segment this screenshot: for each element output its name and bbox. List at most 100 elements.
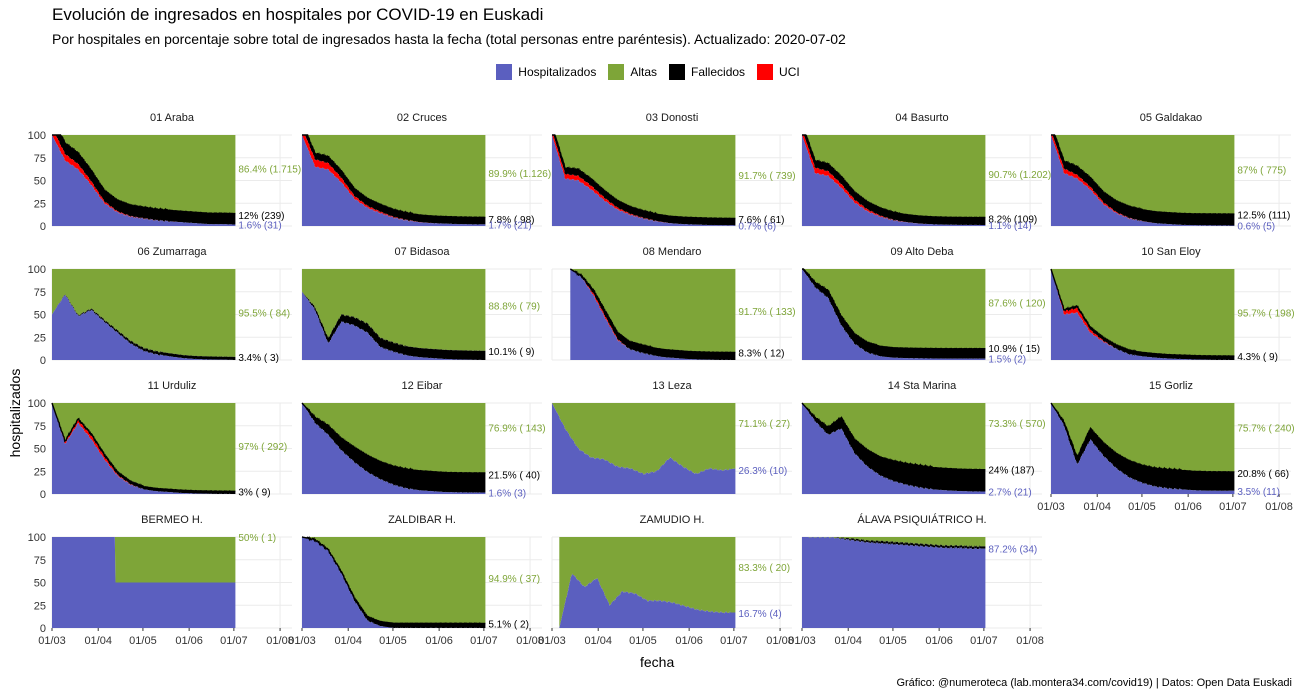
data-label-altas: 95.7% ( 198) (1237, 309, 1294, 320)
data-label-fallecidos: 5.1% ( 2) (488, 619, 529, 630)
area-hospitalizados (552, 403, 736, 494)
area-fallecidos (302, 403, 486, 493)
data-label-altas: 73.3% ( 570) (988, 419, 1045, 430)
y-tick-label: 75 (34, 555, 46, 567)
data-label-fallecidos: 12% (239) (238, 211, 284, 222)
data-label-fallecidos: 10.1% ( 9) (488, 347, 534, 358)
y-tick-label: 50 (34, 444, 46, 456)
area-altas (302, 269, 486, 351)
x-tick-label: 01/06 (175, 635, 203, 647)
panel-title: 03 Donosti (646, 112, 699, 124)
area-hospitalizados (52, 135, 236, 226)
panel-5: 06 Zumarraga 0 25 50 75 100 95.5% ( 84) 3.4% ( … (28, 246, 292, 367)
legend-label-hospitalizados: Hospitalizados (518, 65, 597, 79)
data-label-altas: 89.9% (1.126) (488, 169, 551, 180)
area-altas (570, 269, 736, 353)
area-hospitalizados (52, 294, 236, 360)
area-hospitalizados (802, 269, 986, 360)
area-altas (802, 537, 986, 548)
x-tick-label: 01/04 (84, 635, 112, 647)
y-tick-label: 100 (28, 398, 46, 410)
data-label-hospitalizados: 26.3% (10) (738, 466, 787, 477)
area-hospitalizados (302, 537, 486, 628)
legend-swatch-altas (608, 64, 625, 80)
panel-title: 01 Araba (150, 112, 195, 124)
data-label-altas: 71.1% ( 27) (738, 419, 790, 430)
panel-title: 14 Sta Marina (888, 380, 957, 392)
y-tick-label: 0 (40, 489, 46, 501)
data-label-hospitalizados: 16.7% (4) (738, 609, 781, 620)
area-fallecidos (802, 537, 986, 550)
data-label-altas: 87.6% ( 120) (988, 299, 1045, 310)
y-tick-label: 100 (28, 264, 46, 276)
x-tick-label: 01/03 (38, 635, 66, 647)
area-hospitalizados (552, 135, 736, 226)
area-altas (52, 537, 236, 583)
data-label-hospitalizados: 0.7% (6) (738, 221, 776, 232)
y-tick-label: 25 (34, 466, 46, 478)
x-tick-label: 01/04 (1083, 501, 1111, 513)
y-tick-label: 50 (34, 310, 46, 322)
line-fallecidos-top (301, 402, 486, 474)
y-tick-label: 25 (34, 600, 46, 612)
panel-1: 02 Cruces 89.9% (1.126) 7.8% ( 98)1.7% (21… (301, 112, 551, 231)
data-label-fallecidos: 24% (187) (988, 465, 1034, 476)
line-fallecidos-top (802, 134, 986, 219)
legend-item-hospitalizados: Hospitalizados (496, 64, 596, 80)
line-fallecidos-top (52, 134, 236, 215)
x-tick-label: 01/05 (379, 635, 407, 647)
area-hospitalizados (302, 135, 486, 226)
data-label-altas: 95.5% ( 84) (238, 309, 290, 320)
x-tick-label: 01/05 (629, 635, 657, 647)
legend-item-uci: UCI (757, 64, 800, 80)
chart-subtitle: Por hospitales en porcentaje sobre total… (52, 31, 846, 47)
x-tick-label: 01/07 (970, 635, 998, 647)
line-fallecidos-top (302, 134, 486, 219)
panel-0: 01 Araba 0 25 50 75 100 86.4% (1.715) 12% (239)… (28, 112, 302, 233)
area-altas (802, 269, 986, 349)
x-tick-label: 01/03 (788, 635, 816, 647)
area-hospitalizados (802, 403, 986, 494)
y-tick-label: 75 (34, 287, 46, 299)
area-hospitalizados (52, 403, 236, 494)
panel-title: 15 Gorliz (1149, 380, 1193, 392)
y-tick-label: 0 (40, 355, 46, 367)
area-altas (552, 135, 736, 219)
x-tick-label: 01/06 (925, 635, 953, 647)
panel-8: 09 Alto Deba 87.6% ( 120) 10.9% ( 15)1.5% … (801, 246, 1046, 366)
y-tick-label: 25 (34, 332, 46, 344)
panel-9: 10 San Eloy 95.7% ( 198) 4.3% ( 9) (1050, 246, 1295, 363)
area-altas (802, 135, 986, 218)
x-tick-label: 01/08 (266, 635, 294, 647)
area-hospitalizados (302, 403, 486, 494)
chart-title: Evolución de ingresados en hospitales po… (52, 5, 544, 24)
area-altas (1051, 403, 1235, 473)
data-label-hospitalizados: 3.5% (11) (1237, 487, 1280, 498)
panel-title: 02 Cruces (397, 112, 448, 124)
area-uci (52, 135, 236, 225)
panel-14: 15 Gorliz 01/03 01/04 01/05 01/06 01/07 01/08 7… (1037, 380, 1294, 513)
y-tick-label: 75 (34, 421, 46, 433)
area-altas (559, 537, 736, 628)
y-tick-label: 75 (34, 153, 46, 165)
x-tick-label: 01/08 (1016, 635, 1044, 647)
panel-7: 08 Mendaro 91.7% ( 133) 8.3% ( 12) (551, 246, 796, 361)
data-label-fallecidos: 21.5% ( 40) (488, 470, 540, 481)
line-fallecidos-top (569, 268, 736, 354)
panel-title: 07 Bidasoa (394, 246, 450, 258)
panel-10: 11 Urduliz 0 25 50 75 100 97% ( 292) 3% ( 9) (28, 380, 292, 501)
panel-title: 05 Galdakao (1140, 112, 1202, 124)
data-label-fallecidos: 8.2% (109) (988, 215, 1037, 226)
area-fallecidos (1051, 403, 1235, 491)
area-hospitalizados (802, 537, 986, 628)
panel-title: ZAMUDIO H. (640, 514, 705, 526)
area-fallecidos (802, 269, 986, 359)
chart-caption: Gráfico: @numeroteca (lab.montera34.com/… (896, 677, 1292, 689)
area-hospitalizados (1051, 403, 1235, 494)
line-fallecidos-top (552, 134, 736, 220)
x-tick-label: 01/07 (220, 635, 248, 647)
area-altas (302, 135, 486, 218)
data-label-fallecidos: 8.3% ( 12) (738, 348, 784, 359)
